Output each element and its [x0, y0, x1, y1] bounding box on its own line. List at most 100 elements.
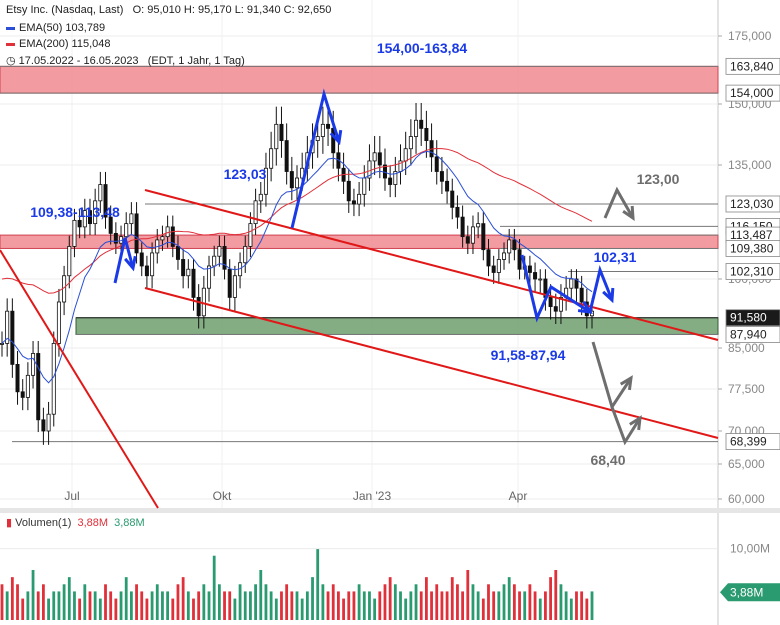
volume-bar — [197, 591, 201, 620]
volume-bar — [10, 577, 14, 620]
candle-body — [450, 190, 455, 208]
volume-bar — [207, 591, 211, 620]
volume-bar — [590, 591, 594, 620]
volume-bar — [42, 584, 45, 620]
volume-bar — [393, 584, 397, 620]
volume-bar — [585, 598, 589, 620]
candle-body — [393, 171, 398, 185]
candle-body — [72, 219, 77, 247]
candle-body — [470, 226, 475, 244]
volume-value-red: 3,88M — [77, 517, 109, 529]
candle-body — [496, 259, 501, 273]
volume-bar — [295, 591, 299, 620]
support-resistance-zone — [75, 317, 719, 335]
volume-bar — [171, 598, 175, 620]
candle-body — [87, 210, 92, 225]
volume-bar — [119, 591, 123, 620]
candle-body — [82, 210, 87, 228]
candle-body — [476, 223, 481, 228]
volume-bar — [533, 591, 537, 620]
candle-body — [351, 200, 356, 205]
volume-bar — [135, 584, 138, 620]
candle-body — [77, 219, 82, 228]
volume-bar — [47, 598, 50, 620]
volume-bar — [373, 598, 377, 620]
candle-body — [414, 119, 419, 137]
y-tick-label: 175,000 — [728, 29, 772, 43]
volume-bar — [450, 577, 454, 620]
level-box — [725, 84, 780, 102]
level-box — [725, 326, 780, 343]
candle-body — [279, 123, 284, 142]
volume-tick-label: 10,00M — [730, 542, 770, 556]
candle-body — [186, 268, 191, 277]
candle-body — [502, 252, 507, 260]
volume-bar — [435, 584, 439, 620]
volume-bar — [580, 591, 584, 620]
candle-body — [207, 265, 212, 289]
volume-bar — [73, 591, 76, 620]
volume-bar — [223, 591, 226, 620]
support-resistance-zone — [0, 234, 719, 249]
volume-bar — [497, 591, 501, 620]
candle-body — [93, 200, 98, 225]
annotation-label: 123,00 — [637, 171, 680, 187]
candle-body — [517, 249, 522, 270]
volume-bar — [155, 584, 159, 620]
volume-bar — [409, 591, 413, 620]
volume-bar — [461, 591, 465, 620]
y-tick-label: 135,000 — [728, 158, 772, 172]
candle-body — [269, 148, 274, 169]
projection-arrow — [610, 406, 642, 446]
legend-ema50[interactable]: EMA(50) 103,789 — [6, 22, 105, 34]
volume-bar — [404, 598, 408, 620]
ema50-label: EMA(50) — [19, 22, 63, 34]
candle-body — [129, 213, 134, 225]
level-box — [725, 263, 780, 280]
candle-body — [10, 310, 15, 365]
volume-bar — [264, 584, 268, 620]
volume-bar — [26, 591, 30, 620]
candle-body — [113, 232, 118, 244]
volume-bar — [290, 591, 294, 620]
volume-bar — [186, 591, 190, 620]
candle-body — [217, 246, 222, 257]
candle-body — [558, 296, 563, 312]
projection-arrow-head — [622, 205, 635, 221]
volume-bar — [476, 591, 480, 620]
annotation-label: 102,31 — [594, 249, 637, 265]
candle-body — [507, 239, 512, 254]
projection-arrow — [113, 237, 135, 284]
volume-bar — [383, 584, 387, 620]
candle-body — [439, 171, 444, 182]
volume-legend: ▮ Volumen(1) 3,88M 3,88M — [6, 516, 145, 529]
candle-body — [160, 236, 165, 241]
candle-body — [527, 265, 532, 273]
volume-bar — [104, 584, 107, 620]
annotation-label: 154,00-163,84 — [377, 40, 468, 56]
candle-body — [408, 136, 413, 150]
candle-body — [569, 278, 574, 289]
volume-last-label: 3,88M — [730, 585, 763, 599]
trend-line — [144, 287, 719, 439]
projection-arrow-head — [619, 375, 633, 391]
level-label: 154,000 — [730, 86, 774, 100]
candle-body — [362, 177, 367, 195]
volume-bar — [285, 584, 289, 620]
candle-body — [67, 246, 72, 277]
volume-bar — [114, 598, 118, 620]
volume-bar — [228, 591, 232, 620]
y-tick-label: 77,500 — [728, 382, 765, 396]
legend-ema200[interactable]: EMA(200) 115,048 — [6, 38, 110, 50]
level-box — [725, 57, 780, 75]
volume-bar — [16, 584, 19, 620]
ema200-line — [1, 147, 593, 294]
volume-bar — [238, 584, 242, 620]
volume-bar — [166, 591, 170, 620]
volume-bar — [337, 591, 340, 620]
candle-body — [212, 255, 217, 267]
y-tick-label: 85,000 — [728, 341, 765, 355]
volume-bar — [36, 591, 40, 620]
clock-icon: ◷ — [6, 55, 16, 67]
